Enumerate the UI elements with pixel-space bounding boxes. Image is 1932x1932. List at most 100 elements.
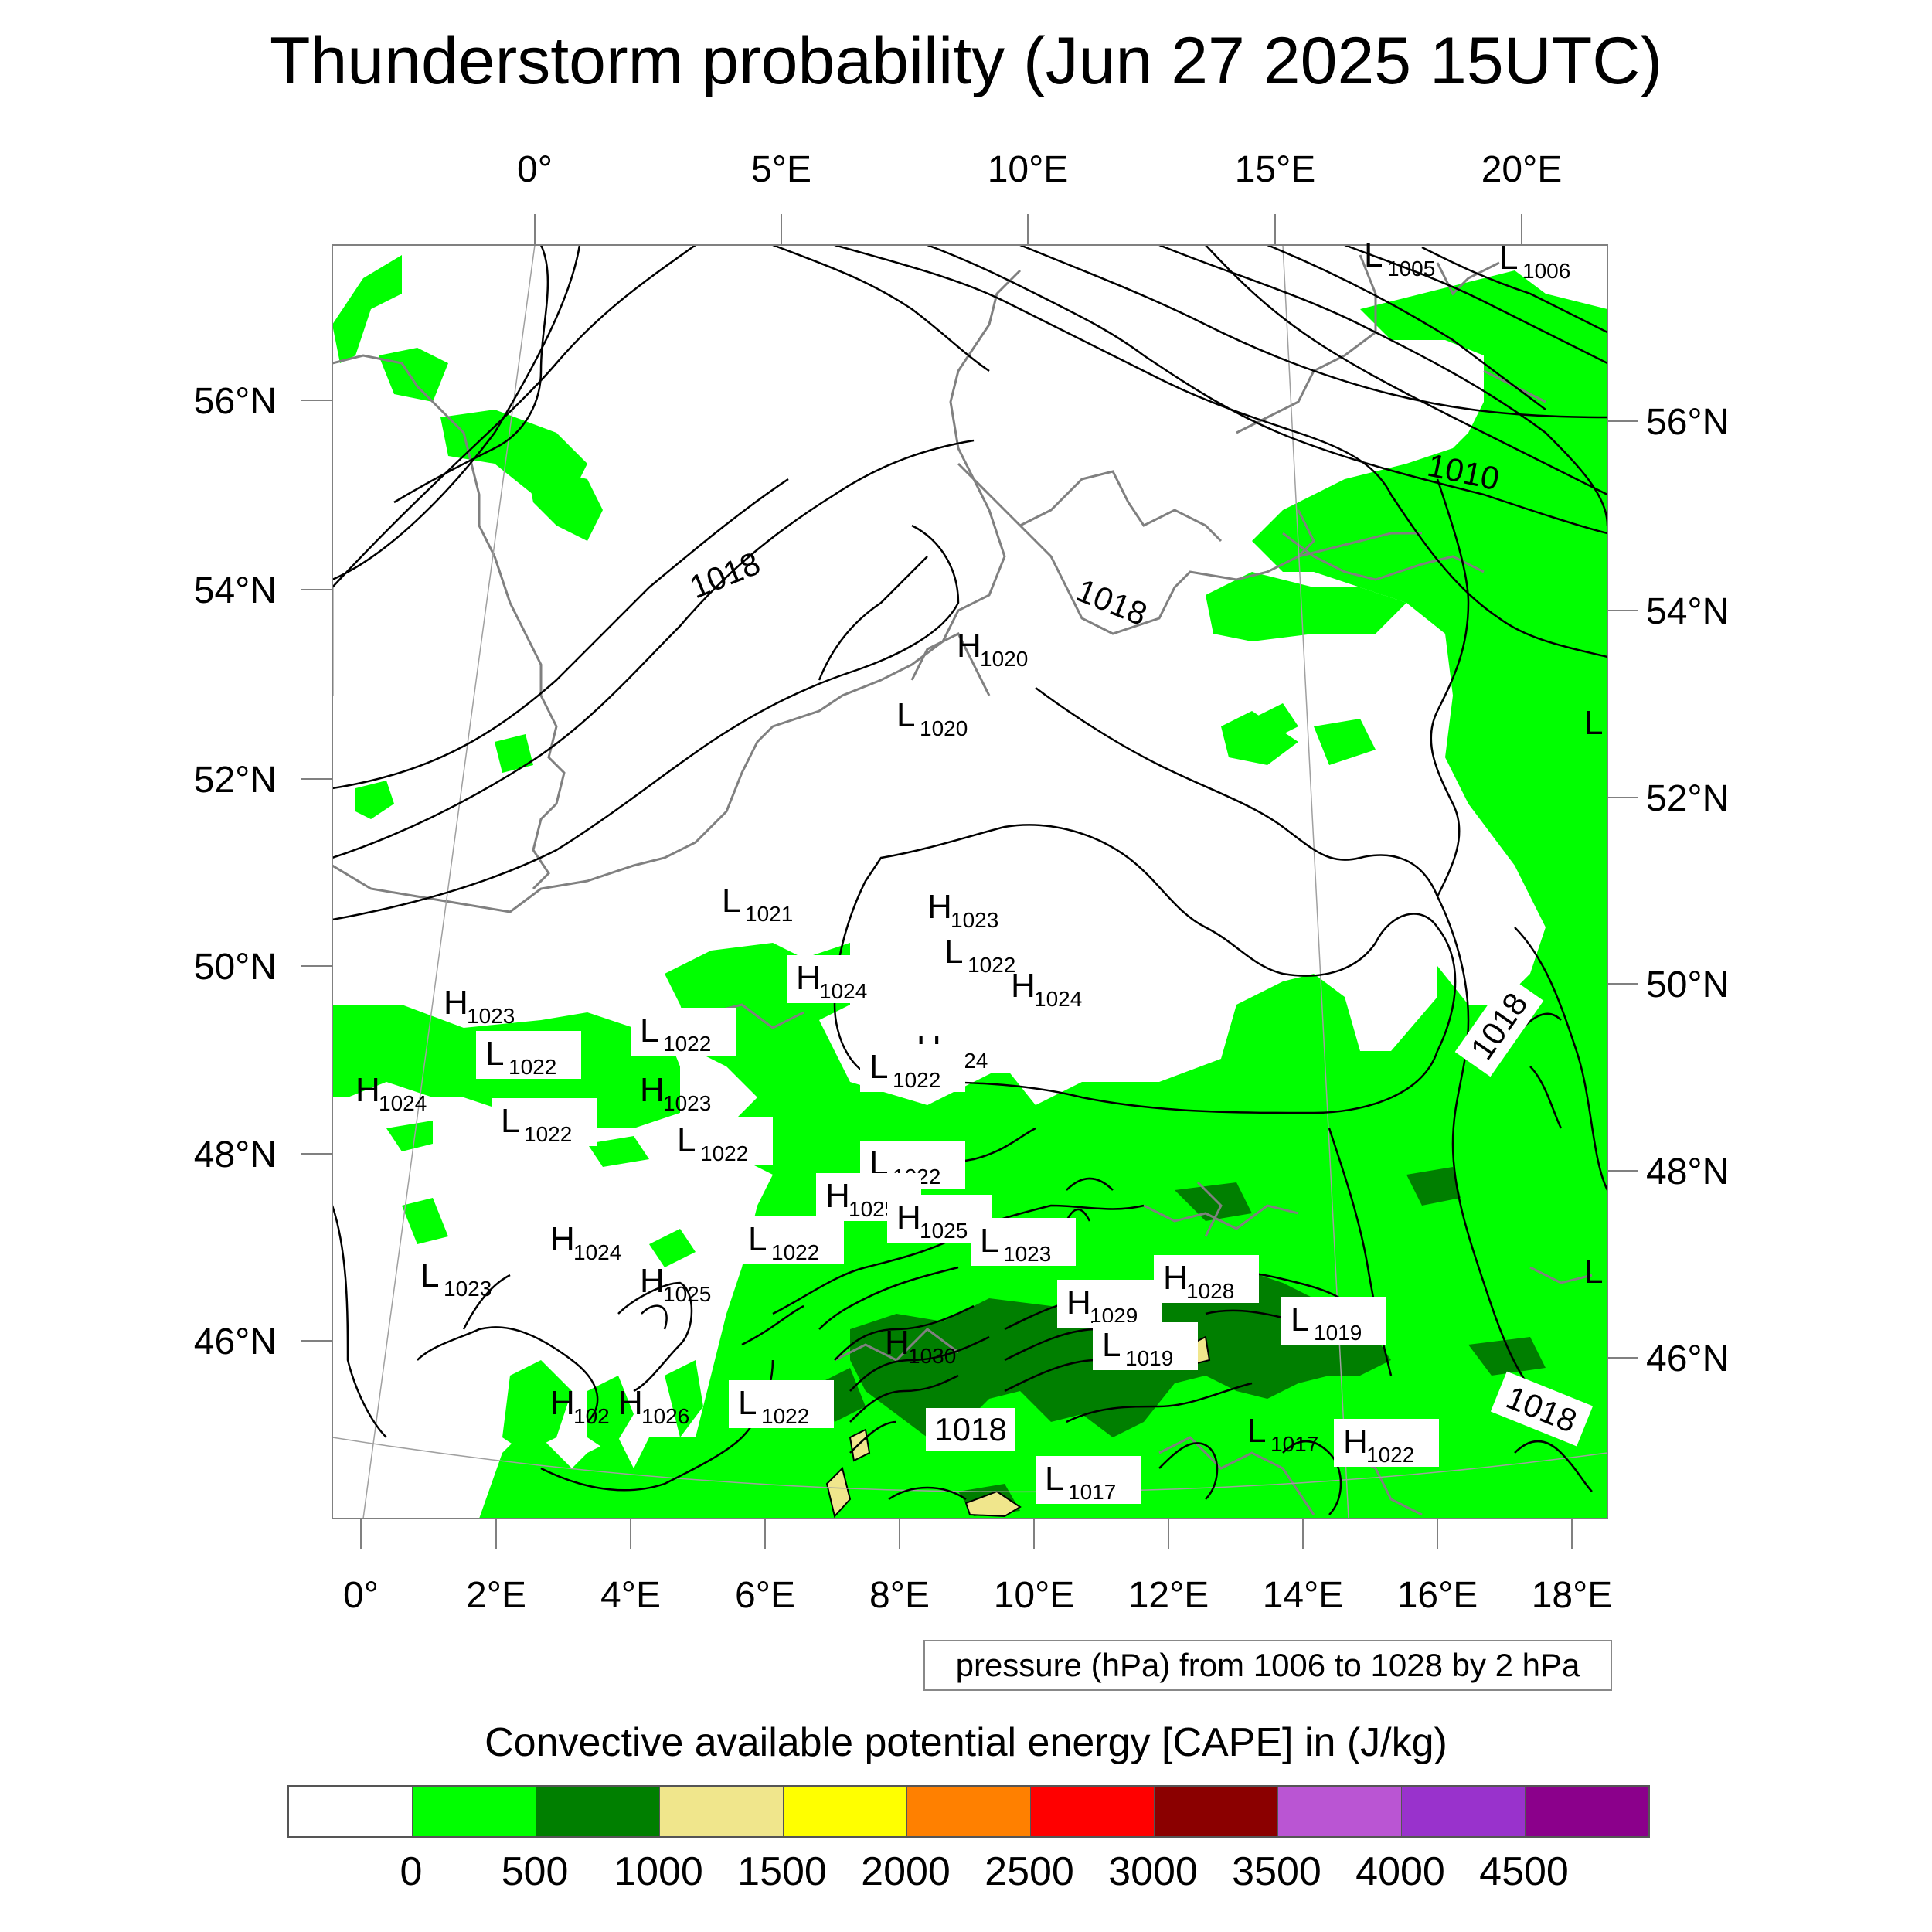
pressure-center-value: 1024 bbox=[819, 979, 867, 1003]
colorbar-tick-label: 4500 bbox=[1479, 1849, 1569, 1894]
pressure-center-value: 1022 bbox=[509, 1055, 556, 1079]
pressure-center-letter: L bbox=[1584, 1253, 1603, 1291]
colorbar-swatch bbox=[1402, 1787, 1526, 1836]
colorbar-tick-label: 500 bbox=[501, 1849, 569, 1894]
low-pressure-center: L 1019 bbox=[1093, 1322, 1198, 1370]
pressure-center-letter: L bbox=[1247, 1412, 1266, 1450]
top-lon-label: 10°E bbox=[988, 149, 1069, 190]
bottom-lon-label: 4°E bbox=[600, 1575, 661, 1616]
right-lat-label: 46°N bbox=[1646, 1338, 1729, 1379]
right-lat-label: 50°N bbox=[1646, 964, 1729, 1005]
colorbar-swatch bbox=[1526, 1787, 1648, 1836]
pressure-center-value: 1022 bbox=[968, 953, 1015, 977]
pressure-center-value: 1026 bbox=[641, 1404, 689, 1428]
low-pressure-center: L 1017 bbox=[1247, 1412, 1318, 1456]
pressure-center-letter: L bbox=[1045, 1460, 1063, 1498]
pressure-center-box bbox=[787, 955, 892, 1003]
left-lat-label: 50°N bbox=[194, 947, 277, 988]
colorbar-tick-label: 0 bbox=[400, 1849, 423, 1894]
bottom-lon-label: 8°E bbox=[869, 1575, 930, 1616]
colorbar-tick-label: 1500 bbox=[737, 1849, 827, 1894]
pressure-center-letter: L bbox=[980, 1222, 998, 1260]
isobar-label: 1018 bbox=[1072, 572, 1152, 633]
low-pressure-center: L 1017 bbox=[1036, 1456, 1141, 1504]
pressure-center-letter: H bbox=[1011, 967, 1036, 1005]
bottom-lon-label: 2°E bbox=[466, 1575, 526, 1616]
pressure-center-box bbox=[1334, 1419, 1439, 1467]
pressure-center-box bbox=[668, 1117, 773, 1165]
pressure-center-letter: H bbox=[355, 1071, 380, 1109]
pressure-center-box bbox=[1036, 1456, 1141, 1504]
pressure-center-box bbox=[971, 1218, 1076, 1266]
pressure-center-value: 102 bbox=[573, 1404, 610, 1428]
pressure-center-letter: H bbox=[927, 888, 952, 926]
pressure-center-letter: L bbox=[501, 1102, 519, 1140]
coastlines bbox=[332, 254, 1593, 1516]
pressure-center-value: 1023 bbox=[951, 908, 998, 932]
pressure-center-value: 1030 bbox=[908, 1344, 956, 1368]
pressure-center-value: 1022 bbox=[524, 1122, 572, 1146]
pressure-center-box bbox=[729, 1380, 834, 1428]
pressure-center-value: 1022 bbox=[761, 1404, 809, 1428]
bottom-lon-label: 16°E bbox=[1397, 1575, 1478, 1616]
pressure-center-letter: L bbox=[640, 1012, 658, 1049]
pressure-center-box bbox=[860, 1044, 965, 1092]
pressure-center-letter: H bbox=[825, 1177, 850, 1215]
pressure-center-value: 1023 bbox=[663, 1091, 711, 1115]
right-lat-label: 54°N bbox=[1646, 591, 1729, 632]
legend-caption: Convective available potential energy [C… bbox=[485, 1720, 1447, 1765]
right-lat-label: 48°N bbox=[1646, 1151, 1729, 1192]
pressure-center-box bbox=[631, 1008, 736, 1056]
pressure-center-letter: L bbox=[1499, 239, 1518, 277]
bottom-lon-label: 12°E bbox=[1128, 1575, 1209, 1616]
pressure-center-value: 1024 bbox=[573, 1240, 621, 1264]
map-ticks bbox=[301, 214, 1638, 1549]
pressure-center-value: 1022 bbox=[771, 1240, 819, 1264]
cape-fill-1000-1500 bbox=[825, 1335, 1211, 1519]
pressure-center-value: 1025 bbox=[920, 1219, 968, 1243]
pressure-center-value: 1020 bbox=[980, 647, 1028, 671]
bottom-lon-label: 6°E bbox=[735, 1575, 795, 1616]
pressure-center-box bbox=[1154, 1255, 1259, 1303]
pressure-center-letter: H bbox=[885, 1324, 910, 1362]
colorbar-swatch bbox=[1155, 1787, 1278, 1836]
pressure-center-letter: L bbox=[677, 1121, 696, 1159]
isobar-label-box: 1018 bbox=[926, 1408, 1015, 1451]
pressure-center-letter: L bbox=[869, 1048, 888, 1086]
low-pressure-center: L bbox=[1584, 1253, 1603, 1291]
pressure-center-value: 1024 bbox=[1034, 987, 1082, 1011]
left-lat-label: 48°N bbox=[194, 1134, 277, 1175]
pressure-center-letter: H bbox=[640, 1071, 665, 1109]
top-lon-label: 20°E bbox=[1481, 149, 1563, 190]
pressure-center-letter: H bbox=[1343, 1423, 1368, 1461]
top-lon-label: 5°E bbox=[751, 149, 811, 190]
pressure-center-letter: L bbox=[738, 1384, 757, 1422]
pressure-center-letter: H bbox=[618, 1384, 643, 1422]
pressure-center-letter: L bbox=[1291, 1301, 1309, 1338]
pressure-center-box bbox=[1093, 1322, 1198, 1370]
pressure-center-value: 1022 bbox=[1366, 1443, 1414, 1467]
pressure-center-letter: L bbox=[748, 1220, 767, 1258]
left-lat-label: 56°N bbox=[194, 381, 277, 422]
bottom-lon-label: 18°E bbox=[1532, 1575, 1613, 1616]
pressure-center-value: 1006 bbox=[1522, 259, 1570, 283]
right-lat-label: 52°N bbox=[1646, 778, 1729, 819]
colorbar-tick-label: 3000 bbox=[1108, 1849, 1198, 1894]
pressure-center-letter: H bbox=[550, 1384, 575, 1422]
pressure-center-letter: H bbox=[444, 984, 468, 1022]
pressure-center-value: 1023 bbox=[444, 1277, 492, 1301]
bottom-lon-label: 14°E bbox=[1263, 1575, 1344, 1616]
